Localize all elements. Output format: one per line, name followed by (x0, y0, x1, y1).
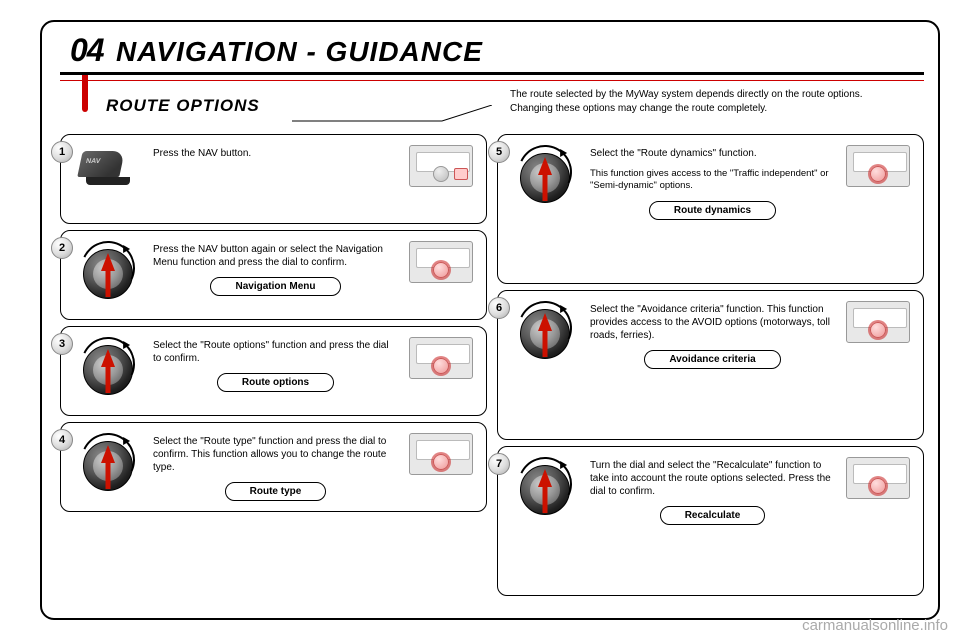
header-rule-red (60, 80, 924, 81)
device-thumb (409, 433, 473, 475)
step-pill-label: Avoidance criteria (644, 350, 780, 369)
device-thumb (409, 337, 473, 379)
step-card: 4Select the "Route type" function and pr… (60, 422, 487, 512)
step-card: 6Select the "Avoidance criteria" functio… (497, 290, 924, 440)
step-thumb-cell (406, 145, 476, 187)
page-header: 04 NAVIGATION - GUIDANCE (42, 32, 938, 69)
step-thumb-cell (406, 337, 476, 379)
step-thumb-cell (843, 457, 913, 499)
step-card: 7Turn the dial and select the "Recalcula… (497, 446, 924, 596)
step-text-cell: Press the NAV button. (153, 145, 398, 160)
step-pill-label: Recalculate (660, 506, 766, 525)
section-number: 04 (70, 32, 104, 68)
step-icon-cell (71, 337, 145, 399)
step-number-badge: 4 (51, 429, 73, 451)
page-frame: 04 NAVIGATION - GUIDANCE ROUTE OPTIONS T… (40, 20, 940, 620)
header-rule (60, 72, 924, 75)
step-text-cell: Turn the dial and select the "Recalculat… (590, 457, 835, 525)
right-column: 5Select the "Route dynamics" function.Th… (497, 134, 924, 608)
step-thumb-cell (843, 301, 913, 343)
device-thumb (846, 145, 910, 187)
device-thumb (846, 301, 910, 343)
step-instruction: Turn the dial and select the "Recalculat… (590, 459, 835, 498)
device-thumb (409, 145, 473, 187)
step-text-cell: Press the NAV button again or select the… (153, 241, 398, 296)
step-instruction: Select the "Route options" function and … (153, 339, 398, 365)
step-text-cell: Select the "Avoidance criteria" function… (590, 301, 835, 369)
step-pill-label: Route options (217, 373, 334, 392)
step-pill-label: Route dynamics (649, 201, 776, 220)
step-pill-label: Navigation Menu (210, 277, 340, 296)
step-instruction: Select the "Route type" function and pre… (153, 435, 398, 474)
dial-icon (516, 461, 574, 519)
step-instruction: Select the "Route dynamics" function. (590, 147, 835, 160)
intro-line2: Changing these options may change the ro… (510, 102, 920, 116)
watermark: carmanualsonline.info (802, 617, 948, 634)
step-icon-cell (508, 457, 582, 519)
step-instruction: Press the NAV button. (153, 147, 398, 160)
intro-text: The route selected by the MyWay system d… (510, 88, 920, 115)
step-icon-cell (508, 301, 582, 363)
step-card: 1NAVPress the NAV button. (60, 134, 487, 224)
step-number-badge: 3 (51, 333, 73, 355)
accent-bar (82, 72, 88, 112)
device-thumb (846, 457, 910, 499)
step-icon-cell (508, 145, 582, 207)
dial-icon (516, 149, 574, 207)
step-pill-label: Route type (225, 482, 327, 501)
step-number-badge: 7 (488, 453, 510, 475)
step-text-cell: Select the "Route type" function and pre… (153, 433, 398, 501)
step-card: 2Press the NAV button again or select th… (60, 230, 487, 320)
step-card: 3Select the "Route options" function and… (60, 326, 487, 416)
columns: 1NAVPress the NAV button.2Press the NAV … (60, 134, 924, 608)
step-card: 5Select the "Route dynamics" function.Th… (497, 134, 924, 284)
dial-icon (516, 305, 574, 363)
section-title: NAVIGATION - GUIDANCE (116, 36, 483, 67)
step-number-badge: 1 (51, 141, 73, 163)
step-number-badge: 6 (488, 297, 510, 319)
step-instruction: Select the "Avoidance criteria" function… (590, 303, 835, 342)
step-text-cell: Select the "Route options" function and … (153, 337, 398, 392)
step-thumb-cell (406, 433, 476, 475)
step-icon-cell (71, 433, 145, 495)
subsection-title: ROUTE OPTIONS (106, 96, 260, 116)
subsection-divider (292, 105, 492, 123)
subsection-header: ROUTE OPTIONS (106, 96, 260, 116)
step-thumb-cell (406, 241, 476, 283)
step-subtext: This function gives access to the "Traff… (590, 168, 835, 193)
intro-line1: The route selected by the MyWay system d… (510, 88, 920, 102)
step-thumb-cell (843, 145, 913, 187)
step-icon-cell: NAV (71, 145, 145, 189)
dial-icon (79, 437, 137, 495)
dial-icon (79, 341, 137, 399)
nav-button-icon: NAV (80, 149, 136, 189)
step-number-badge: 5 (488, 141, 510, 163)
step-icon-cell (71, 241, 145, 303)
dial-icon (79, 245, 137, 303)
step-number-badge: 2 (51, 237, 73, 259)
left-column: 1NAVPress the NAV button.2Press the NAV … (60, 134, 487, 608)
step-instruction: Press the NAV button again or select the… (153, 243, 398, 269)
step-text-cell: Select the "Route dynamics" function. Thi… (590, 145, 835, 220)
device-thumb (409, 241, 473, 283)
